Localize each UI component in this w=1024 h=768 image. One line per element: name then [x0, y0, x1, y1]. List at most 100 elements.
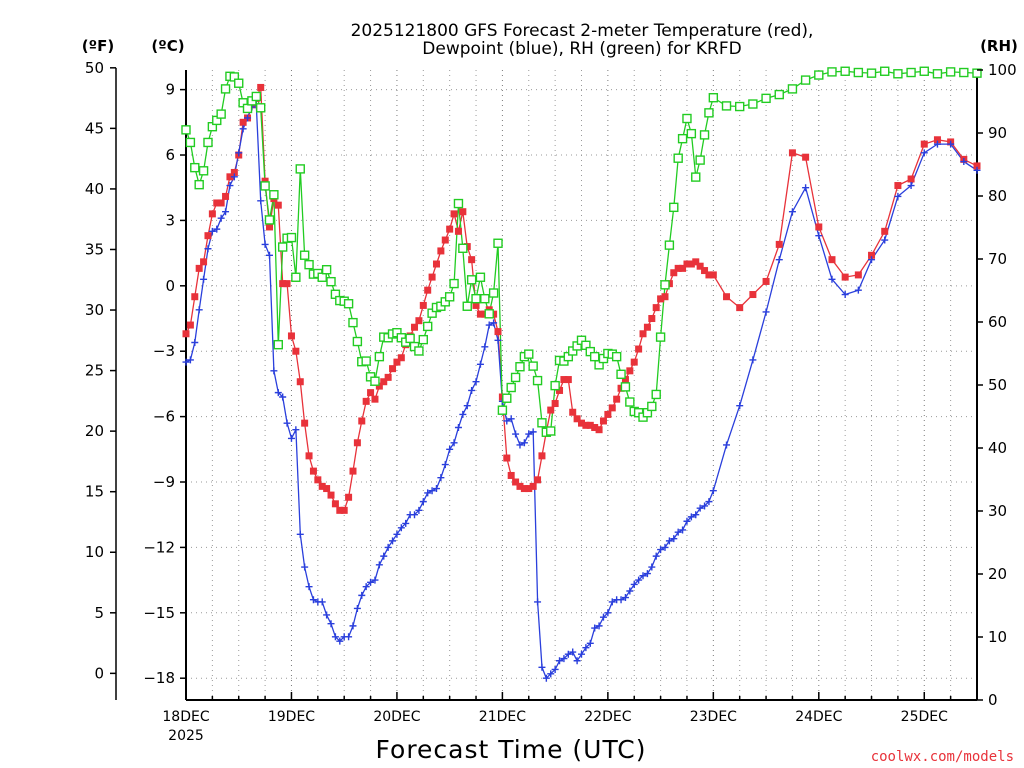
- rh-point: [840, 66, 850, 76]
- temperature-point: [208, 210, 216, 218]
- celsius-tick-label: −12: [143, 538, 175, 556]
- dewpoint-point: [485, 321, 493, 329]
- dewpoint-point: [336, 637, 344, 645]
- temperature-point: [661, 293, 669, 301]
- rh-point: [374, 351, 385, 362]
- rh-point: [277, 242, 288, 252]
- temperature-point: [182, 330, 190, 338]
- rh-point: [906, 67, 916, 78]
- dewpoint-point: [520, 439, 528, 447]
- dewpoint-point: [270, 367, 278, 375]
- temperature-point: [723, 293, 731, 301]
- dewpoint-point: [349, 622, 357, 630]
- rh-point: [299, 250, 310, 260]
- dewpoint-point: [182, 358, 190, 366]
- temperature-point: [564, 376, 572, 384]
- temperature-point: [762, 277, 770, 285]
- temperature-point: [512, 478, 520, 486]
- dewpoint-point: [292, 426, 300, 434]
- fahrenheit-tick-label: 10: [85, 543, 104, 561]
- temperature-point: [705, 271, 713, 279]
- dewpoint-point: [265, 251, 273, 259]
- temperature-point: [933, 136, 941, 144]
- rh-tick-label: 20: [988, 565, 1007, 583]
- celsius-tick-label: −9: [153, 473, 175, 491]
- dewpoint-point: [393, 530, 401, 538]
- rh-point: [972, 68, 982, 78]
- temperature-point: [573, 415, 581, 423]
- dewpoint-point: [586, 639, 594, 647]
- dewpoint-point: [375, 561, 383, 569]
- temperature-point: [841, 273, 849, 281]
- rh-point: [735, 101, 745, 112]
- celsius-tick-label: 3: [165, 211, 175, 229]
- temperature-point: [230, 168, 238, 176]
- temperature-point: [446, 225, 454, 233]
- temperature-point: [314, 476, 322, 484]
- rh-point: [475, 272, 486, 282]
- rh-point: [695, 155, 705, 165]
- rh-point: [480, 293, 490, 304]
- dewpoint-point: [191, 338, 199, 346]
- dewpoint-point: [450, 439, 458, 447]
- temperature-point: [881, 227, 889, 235]
- dewpoint-point: [384, 543, 392, 551]
- temperature-point: [331, 500, 339, 508]
- dewpoint-point: [960, 158, 968, 166]
- rh-point: [880, 66, 890, 76]
- dewpoint-point: [894, 192, 902, 200]
- fahrenheit-tick-label: 30: [85, 301, 104, 319]
- dewpoint-point: [257, 197, 265, 205]
- temperature-point: [679, 264, 687, 272]
- temperature-point: [692, 258, 700, 266]
- rh-point: [589, 351, 600, 362]
- gridlines: [186, 70, 977, 700]
- dewpoint-point: [446, 445, 454, 453]
- rh-point: [352, 336, 363, 347]
- rh-point: [370, 376, 380, 386]
- temperature-point: [604, 410, 612, 418]
- dewpoint-point: [617, 596, 625, 604]
- dewpoint-point: [591, 624, 599, 632]
- temperature-point: [701, 267, 709, 275]
- rh-point: [295, 164, 305, 174]
- dewpoint-point: [525, 430, 533, 438]
- temperature-point: [551, 400, 559, 408]
- x-tick-label: 24DEC: [795, 709, 842, 725]
- dewpoint-point: [599, 613, 607, 621]
- dewpoint-point: [881, 236, 889, 244]
- rh-point: [677, 133, 688, 144]
- dewpoint-point: [661, 543, 669, 551]
- dewpoint-point: [556, 657, 564, 665]
- dewpoint-point: [428, 487, 436, 495]
- rh-point: [673, 153, 683, 163]
- dewpoint-point: [868, 256, 876, 264]
- temperature-point: [608, 404, 616, 412]
- dewpoint-point: [362, 583, 370, 591]
- dewpoint-point: [463, 402, 471, 410]
- dewpoint-point: [301, 563, 309, 571]
- temperature-point: [476, 310, 484, 318]
- rh-point: [405, 333, 415, 344]
- fahrenheit-axis-unit: (ºF): [82, 37, 114, 55]
- x-tick-label: 18DEC: [162, 709, 209, 725]
- rh-point: [721, 101, 732, 111]
- dewpoint-point: [639, 572, 647, 580]
- rh-point: [748, 99, 758, 109]
- rh-point: [256, 103, 266, 113]
- temperature-point: [973, 162, 981, 170]
- rh-point: [458, 243, 468, 253]
- temperature-point: [507, 471, 515, 479]
- rh-point: [528, 361, 538, 371]
- temperature-point: [828, 256, 836, 264]
- dewpoint-point: [604, 609, 612, 617]
- rh-point: [800, 75, 811, 85]
- dewpoint-point: [454, 424, 462, 432]
- temperature-point: [468, 256, 476, 264]
- temperature-point: [371, 395, 379, 403]
- rh-point: [242, 103, 253, 114]
- rh-point: [959, 67, 969, 78]
- dewpoint-point: [665, 537, 673, 545]
- dewpoint-point: [305, 583, 313, 591]
- rh-point: [185, 137, 196, 148]
